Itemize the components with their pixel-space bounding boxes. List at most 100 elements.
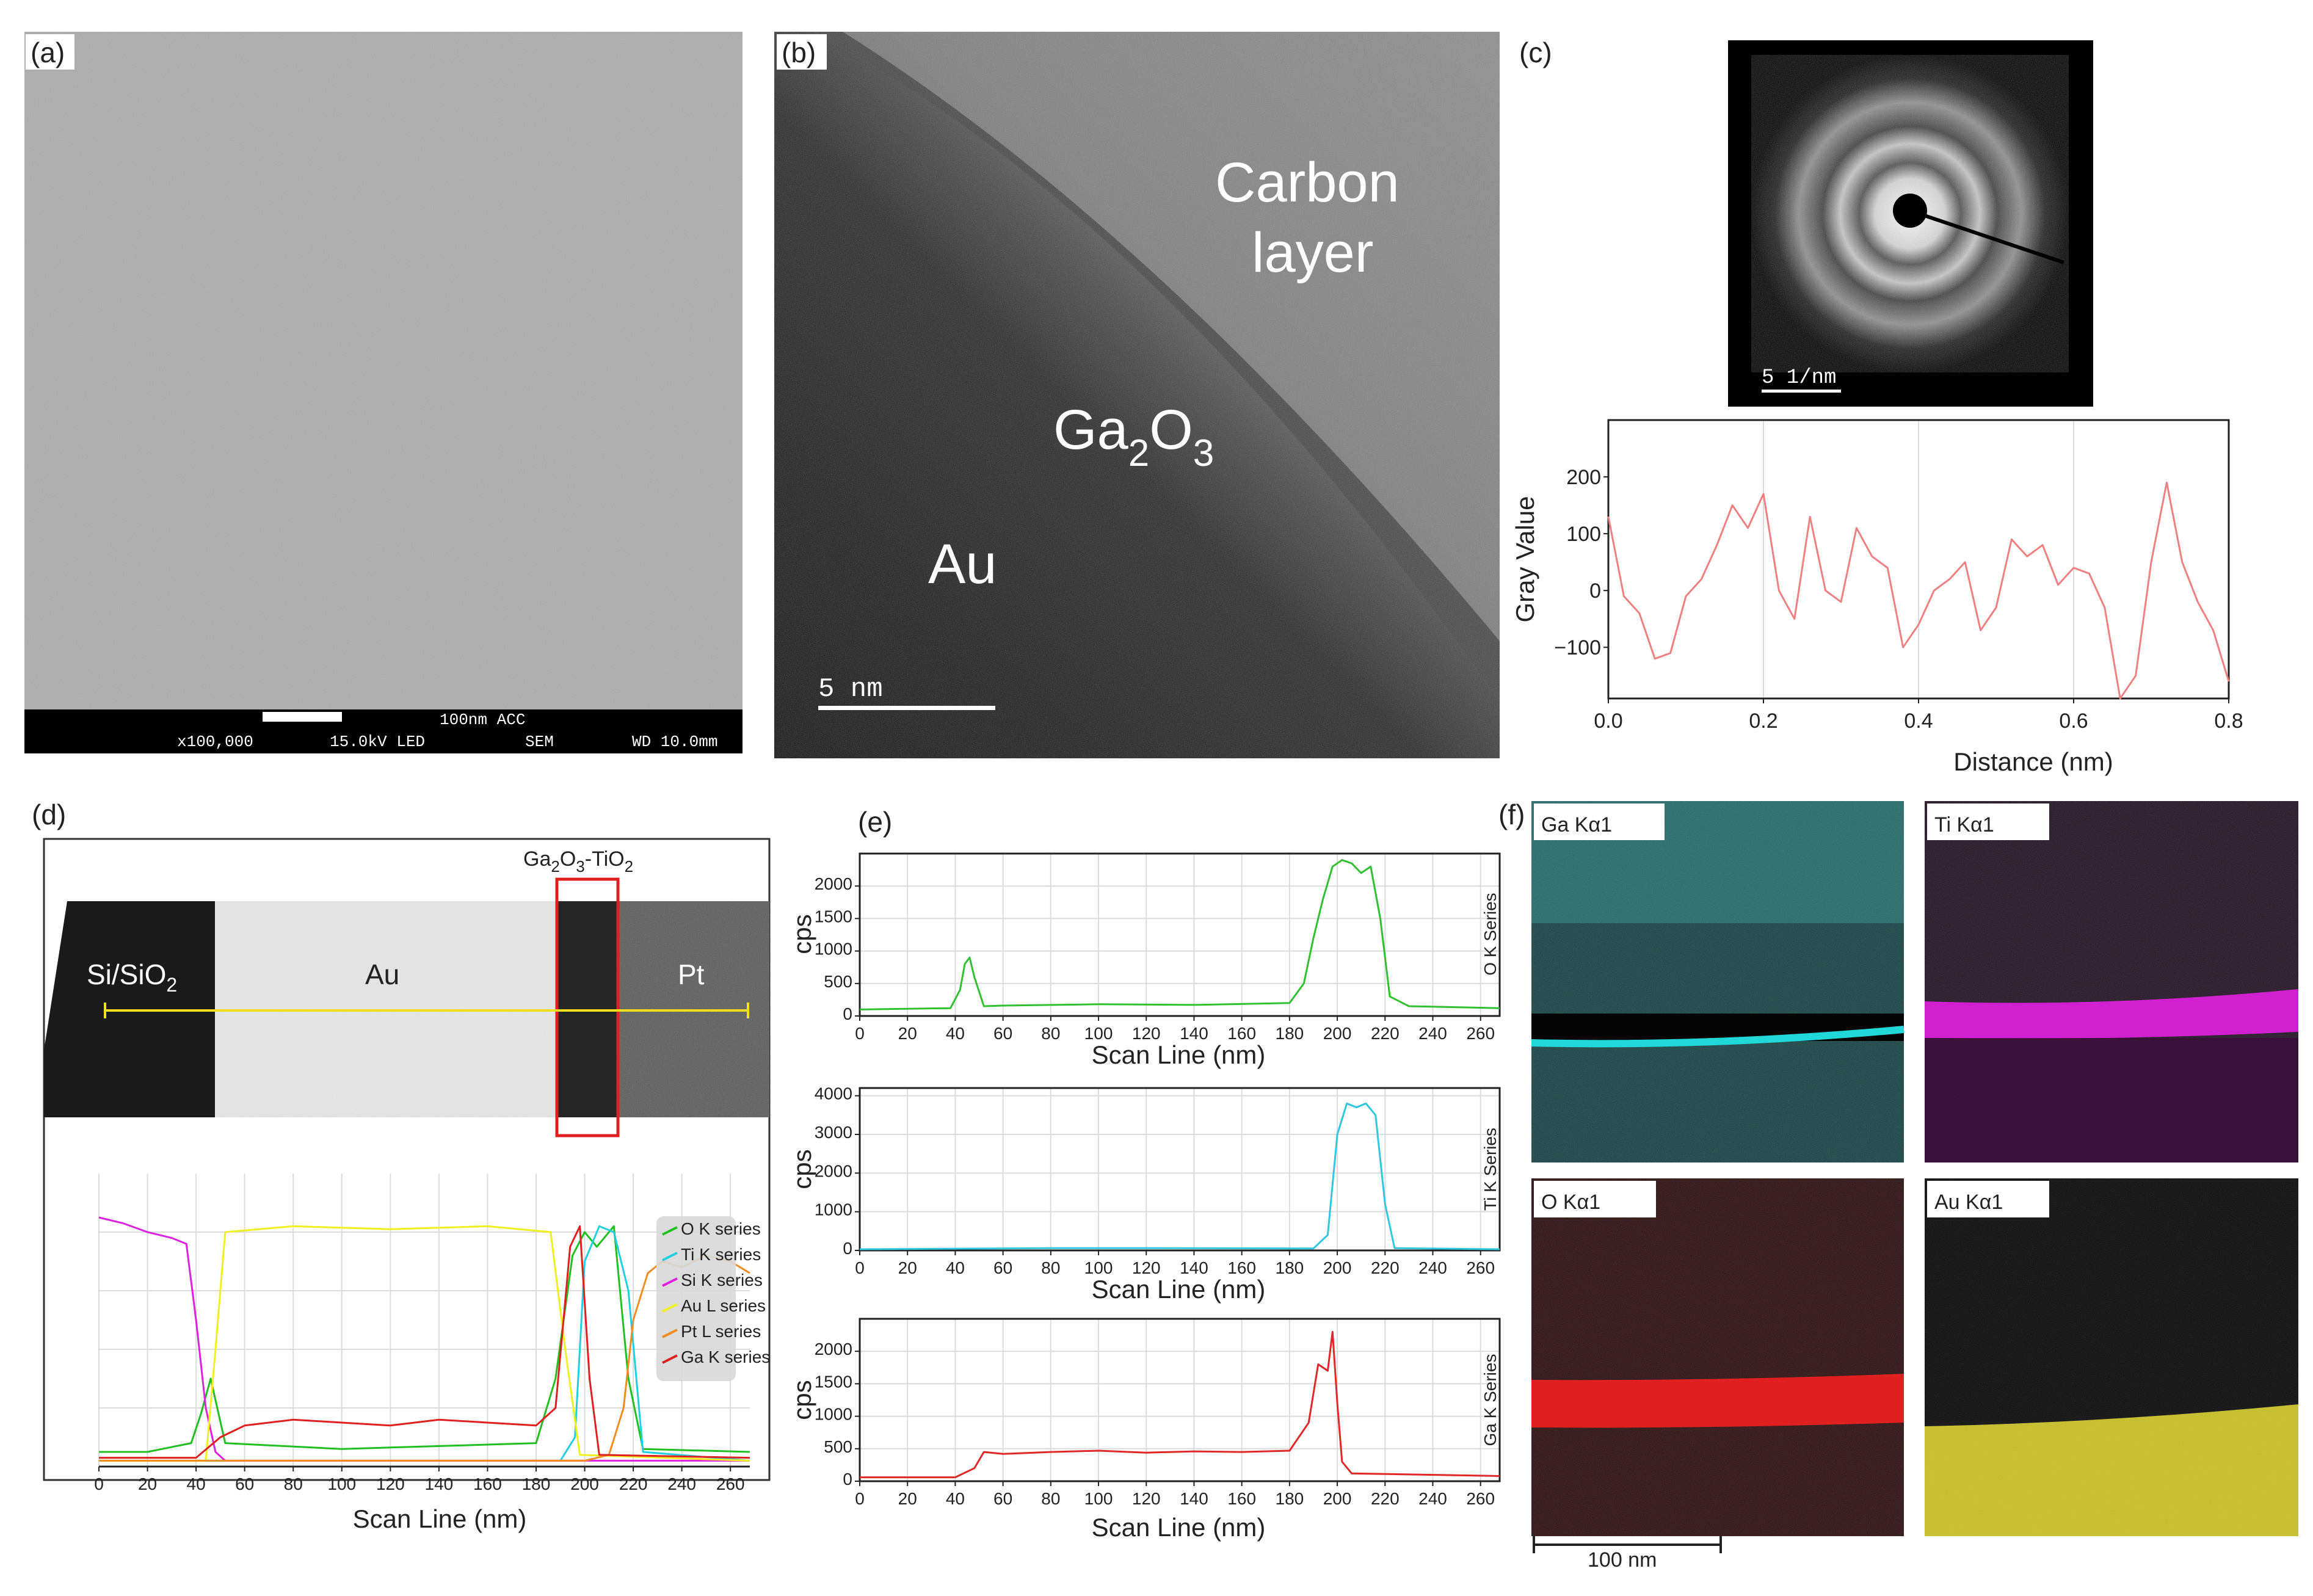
- x-tick-label: 120: [1132, 1489, 1161, 1508]
- y-tick-label: 1500: [815, 907, 852, 926]
- panel-c: (c) 5 1/nm 0.0 0.2 0.4 0.6 0.8 200 100 0 −100 Dis…: [1511, 37, 2243, 776]
- y-tick-label: 500: [824, 1437, 852, 1456]
- ga-label-bg: [1534, 803, 1665, 840]
- x-tick-label: 20: [138, 1474, 157, 1493]
- y-tick-label: 0: [843, 1239, 852, 1258]
- legend-swatch: [662, 1226, 678, 1236]
- sem-voltage: 15.0kV LED: [330, 733, 425, 751]
- legend-swatch: [662, 1329, 678, 1338]
- oxide-highlight-box: [555, 877, 620, 1137]
- x-tick-label: 0: [855, 1258, 865, 1277]
- legend-entry: Si K series: [681, 1271, 763, 1289]
- x-tick-label: 260: [1466, 1489, 1495, 1508]
- sem-scale-text: 100nm ACC: [440, 711, 525, 729]
- eds-map-ga: Ga Kα1: [1531, 801, 1905, 1163]
- ti-map-band: [1925, 989, 2298, 1039]
- o-map-grain: [1531, 1178, 1904, 1536]
- x-tick-label: 200: [1323, 1024, 1352, 1043]
- series-line-0: [859, 859, 1500, 1010]
- x-tick-label: 0.8: [2214, 709, 2243, 733]
- x-tick-label: 220: [619, 1474, 648, 1493]
- map-label-o: O Kα1: [1541, 1191, 1600, 1214]
- y-axis-title: cps: [788, 1380, 816, 1420]
- panel-label-b: (b): [782, 37, 816, 68]
- series-side-label: O K Series: [1481, 893, 1500, 975]
- chart-ga-series: 0 20 40 60 80 100 120 140 160 180 200 220 240 260 0 500…: [788, 1318, 1501, 1542]
- panel-f: (f) Ga Kα1 Ti Kα1 O Kα1: [1498, 799, 2298, 1572]
- x-tick-label: 200: [1323, 1489, 1352, 1508]
- x-tick-label: 0: [855, 1489, 865, 1508]
- x-tick-label: 80: [284, 1474, 303, 1493]
- series-side-label: Ti K Series: [1481, 1128, 1500, 1211]
- x-tick-label: 140: [1180, 1489, 1208, 1508]
- x-tick-label: 220: [1371, 1258, 1400, 1277]
- label-pt: Pt: [678, 959, 705, 990]
- chart-linescan-d: 0 20 40 60 80 100 120 140 160 180 200 220 240 260 Scan…: [94, 1173, 770, 1533]
- label-b-bg: [777, 34, 827, 70]
- map-label-ga: Ga Kα1: [1541, 813, 1612, 836]
- legend-box: [656, 1216, 736, 1381]
- panel-d: (d) Ga2O3-TiO2 Si/SiO2 Au Pt 0 20 40 60 80 10…: [32, 799, 771, 1533]
- label-layer: layer: [1252, 222, 1373, 284]
- x-axis-title: Scan Line (nm): [353, 1504, 527, 1533]
- x-tick-label: 60: [993, 1024, 1012, 1043]
- label-au-section: Au: [365, 959, 399, 990]
- x-tick-label: 40: [946, 1489, 965, 1508]
- x-tick-label: 0.4: [1904, 709, 1933, 733]
- x-tick-label: 240: [667, 1474, 696, 1493]
- legend-swatch: [662, 1252, 678, 1261]
- au-map-grain: [1925, 1178, 2298, 1536]
- x-tick-label: 20: [898, 1258, 917, 1277]
- label-ga2o3-tio2: Ga2O3-TiO2: [523, 847, 633, 876]
- x-tick-label: 100: [1084, 1024, 1113, 1043]
- y-tick-label: 0: [1589, 579, 1601, 603]
- series-line-ga-k-series: [99, 1225, 750, 1459]
- beam-stop-dot: [1893, 194, 1927, 228]
- beam-stopper: [1909, 209, 2064, 264]
- x-tick-label: 0: [855, 1024, 865, 1043]
- x-tick-label: 180: [1276, 1258, 1304, 1277]
- legend-swatch: [662, 1354, 678, 1364]
- x-tick-label: 200: [1323, 1258, 1352, 1277]
- x-tick-label: 0.2: [1749, 709, 1777, 733]
- ti-label-bg: [1927, 803, 2049, 840]
- diffraction-scale-bar: [1762, 390, 1841, 393]
- label-ga2o3: Ga2O3: [1053, 399, 1214, 474]
- x-tick-label: 200: [570, 1474, 599, 1493]
- x-tick-label: 260: [1466, 1258, 1495, 1277]
- x-tick-label: 240: [1418, 1489, 1447, 1508]
- diffraction-scale-text: 5 1/nm: [1762, 366, 1836, 390]
- x-tick-label: 260: [1466, 1024, 1495, 1043]
- y-tick-label: 200: [1566, 466, 1601, 489]
- sem-wd: WD 10.0mm: [632, 733, 717, 751]
- y-axis-title: cps: [788, 914, 816, 954]
- legend-entry: Au L series: [681, 1296, 766, 1315]
- x-tick-label: 160: [1227, 1489, 1256, 1508]
- legend-swatch: [662, 1277, 678, 1287]
- series-line-0: [860, 1330, 1500, 1479]
- plot-frame: [859, 852, 1501, 1017]
- x-tick-label: 140: [425, 1474, 454, 1493]
- x-tick-label: 140: [1180, 1258, 1208, 1277]
- sem-info-bar: [24, 709, 743, 753]
- ga-map-grain: [1531, 801, 1904, 1163]
- x-tick-label: 120: [1132, 1024, 1161, 1043]
- y-tick-label: 4000: [815, 1084, 852, 1103]
- x-tick-label: 120: [376, 1474, 405, 1493]
- panel-a: 100nm ACC x100,000 15.0kV LED SEM WD 10.…: [24, 32, 743, 753]
- legend-entry: Ga K series: [681, 1348, 770, 1366]
- legend-entry: Pt L series: [681, 1322, 761, 1341]
- x-tick-label: 20: [898, 1489, 917, 1508]
- eds-map-o: O Kα1: [1531, 1178, 1904, 1536]
- panel-label-a: (a): [31, 37, 65, 68]
- y-tick-label: 500: [824, 972, 852, 991]
- series-line-0: [859, 1102, 1500, 1250]
- eds-map-au: Au Kα1: [1925, 1178, 2298, 1536]
- x-tick-label: 100: [327, 1474, 356, 1493]
- x-tick-label: 260: [716, 1474, 745, 1493]
- x-tick-label: 20: [898, 1024, 917, 1043]
- y-tick-label: −100: [1554, 636, 1601, 659]
- chart-o-series: 0 20 40 60 80 100 120 140 160 180 200 220 240 260 0 500…: [788, 852, 1501, 1069]
- map-label-au: Au Kα1: [1934, 1191, 2003, 1214]
- x-tick-label: 220: [1371, 1489, 1400, 1508]
